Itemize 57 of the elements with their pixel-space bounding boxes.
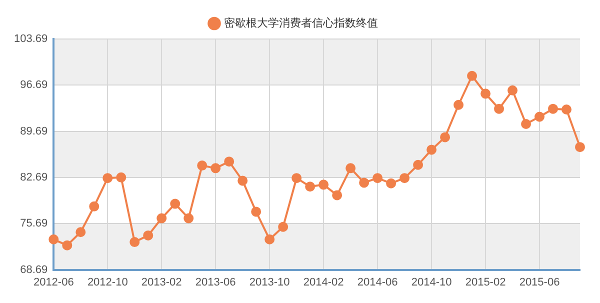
point [426,144,437,155]
point [467,70,478,81]
point [102,173,113,184]
y-tick-label: 82.69 [20,172,48,184]
point [413,160,424,170]
x-tick-label: 2013-06 [195,276,236,288]
point [130,237,140,248]
point [184,213,194,224]
point [197,160,208,171]
x-tick-label: 2014-06 [357,276,398,288]
point [346,163,356,174]
point [116,172,126,182]
point [386,178,396,188]
y-tick-label: 96.69 [20,79,48,92]
point [76,227,86,238]
point [305,182,316,192]
point [359,178,370,188]
y-tick-label: 103.69 [14,33,48,46]
point [89,201,100,212]
point [156,213,167,224]
point [251,206,262,217]
point [440,132,450,142]
x-tick-label: 2012-10 [87,276,128,288]
x-tick-label: 2014-10 [411,276,452,288]
point [48,234,59,244]
point [170,198,180,209]
x-tick-label: 2013-02 [141,276,182,288]
point [454,100,464,110]
point [534,112,545,122]
y-tick-label: 75.69 [20,218,48,230]
point [562,104,572,114]
point [521,119,532,129]
point [318,180,329,190]
x-tick-label: 2013-10 [249,276,290,288]
point [210,163,221,174]
y-tick-label: 68.69 [20,264,48,276]
point [480,88,491,99]
point [575,142,585,152]
point [400,173,410,184]
x-tick-label: 2014-02 [303,276,344,288]
point [372,173,383,184]
y-tick-label: 89.69 [20,125,48,138]
point [143,230,154,240]
point [264,234,275,244]
x-tick-label: 2015-06 [519,276,560,288]
point [332,190,342,200]
point [494,104,504,114]
point [548,104,558,114]
point [62,240,72,250]
point [508,85,518,96]
x-tick-label: 2015-02 [465,276,506,288]
legend-label: 密歇根大学消费者信心指数终值 [224,16,378,30]
point [278,222,288,232]
point [292,173,302,184]
point [224,156,234,167]
x-tick-label: 2012-06 [33,276,74,288]
point [238,176,248,186]
